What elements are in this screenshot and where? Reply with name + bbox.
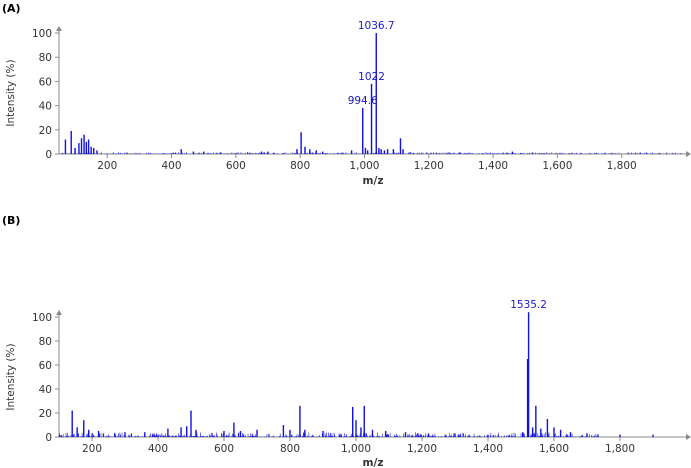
x-tick-label-a: 1,800 (607, 160, 637, 172)
peak-annotation-b: 1535.2 (510, 299, 547, 311)
y-tick-label-a: 100 (32, 28, 52, 40)
y-tick-label-a: 20 (39, 125, 52, 137)
x-tick-label-b: 800 (280, 443, 300, 455)
x-tick-label-b: 1,200 (407, 443, 437, 455)
spectrum-noise-a (60, 152, 683, 154)
spectrum-noise-b (58, 432, 601, 437)
x-axis-arrow-a (686, 151, 691, 157)
x-tick-label-a: 1,400 (478, 160, 508, 172)
y-axis-arrow-a (56, 26, 62, 31)
peak-annotation-a: 1022 (358, 71, 385, 83)
x-tick-label-b: 1,800 (605, 443, 635, 455)
x-tick-label-a: 1,200 (414, 160, 444, 172)
x-tick-label-b: 200 (82, 443, 102, 455)
x-tick-label-a: 200 (97, 160, 117, 172)
spectrum-panel-b: (B) Intensity (%) m/z 0 20 40 60 80 100 200 400… (2, 214, 691, 468)
x-tick-label-b: 1,400 (473, 443, 503, 455)
peak-annotation-a: 994.6 (348, 95, 378, 107)
y-tick-label-a: 80 (39, 52, 52, 64)
y-tick-label-b: 40 (39, 384, 52, 396)
panel-a-label: (A) (2, 2, 21, 15)
x-tick-label-a: 400 (162, 160, 182, 172)
x-tick-label-a: 1,000 (349, 160, 379, 172)
y-tick-label-b: 100 (32, 312, 52, 324)
y-axis-arrow-b (56, 310, 62, 315)
x-tick-label-b: 1,000 (341, 443, 371, 455)
y-tick-label-b: 60 (39, 360, 52, 372)
panel-b-ylabel: Intensity (%) (5, 343, 17, 410)
x-tick-label-b: 600 (214, 443, 234, 455)
y-tick-label-b: 0 (45, 432, 52, 444)
x-tick-label-a: 600 (226, 160, 246, 172)
y-tick-label-b: 80 (39, 336, 52, 348)
y-tick-label-b: 20 (39, 408, 52, 420)
panel-b-xlabel: m/z (363, 457, 384, 468)
x-tick-label-b: 1,600 (539, 443, 569, 455)
x-axis-arrow-b (686, 434, 691, 440)
y-tick-label-a: 60 (39, 76, 52, 88)
panel-b-label: (B) (2, 214, 20, 227)
panel-b-plot: 0 20 40 60 80 100 200 400 600 800 1,000 1,200 1,400 1… (32, 299, 691, 455)
panel-a-ylabel: Intensity (%) (5, 59, 17, 126)
panel-a-xlabel: m/z (363, 175, 384, 187)
peak-annotation-a: 1036.7 (358, 20, 395, 32)
x-tick-label-a: 1,600 (542, 160, 572, 172)
x-tick-label-a: 800 (290, 160, 310, 172)
spectrum-panel-a: (A) Intensity (%) m/z 0 20 40 60 80 100 200 400… (2, 2, 691, 187)
x-tick-label-b: 400 (148, 443, 168, 455)
y-tick-label-a: 40 (39, 101, 52, 113)
panel-a-plot: 0 20 40 60 80 100 200 400 600 800 1,000 1,200 1,400 1… (32, 20, 691, 172)
y-tick-label-a: 0 (45, 149, 52, 161)
